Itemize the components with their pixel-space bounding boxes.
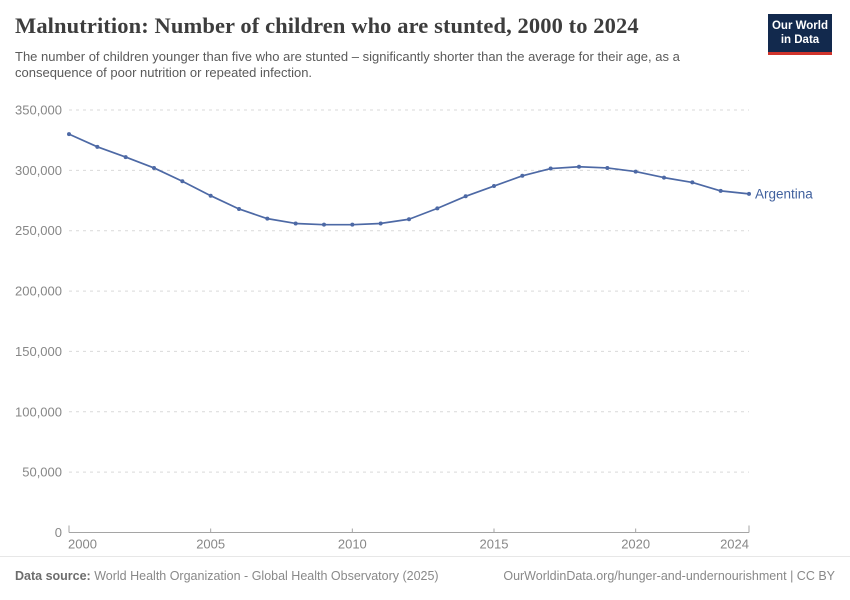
chart-subtitle: The number of children younger than five…: [15, 49, 680, 80]
data-point: [548, 166, 553, 171]
footer-divider: [0, 556, 850, 557]
data-point: [690, 180, 695, 185]
data-point: [180, 179, 185, 184]
data-point: [407, 217, 411, 222]
x-tick-label: 2005: [196, 537, 225, 552]
y-tick-label: 50,000: [22, 465, 62, 480]
data-point: [123, 155, 128, 160]
data-point: [378, 221, 383, 226]
data-point: [322, 222, 326, 227]
data-point: [350, 222, 355, 227]
data-point: [463, 194, 468, 199]
data-point: [718, 188, 723, 193]
data-point: [520, 173, 525, 178]
attribution-link[interactable]: OurWorldinData.org/hunger-and-undernouri…: [503, 569, 835, 583]
data-point: [237, 206, 241, 211]
data-point: [265, 216, 270, 221]
y-tick-label: 250,000: [15, 223, 62, 238]
x-tick-label: 2015: [480, 537, 509, 552]
y-tick-label: 200,000: [15, 284, 62, 299]
data-point: [633, 169, 638, 174]
y-tick-label: 100,000: [15, 404, 62, 419]
data-point: [662, 175, 666, 180]
x-tick-label: 2020: [621, 537, 650, 552]
data-point: [208, 193, 213, 198]
owid-logo-line2: in Data: [780, 34, 820, 47]
line-chart-canvas[interactable]: 0 50,000 100,000 150,000 200,000 250,000 300,0…: [0, 95, 850, 560]
data-point: [95, 144, 100, 149]
data-point: [577, 164, 581, 169]
x-tick-label: 2024: [720, 537, 749, 552]
y-tick-label: 300,000: [15, 163, 62, 178]
data-point: [293, 221, 298, 226]
x-tick-label: 2000: [68, 537, 97, 552]
owid-logo[interactable]: Our World in Data: [768, 14, 832, 55]
chart-footer: Data source: World Health Organization -…: [15, 569, 835, 583]
data-point: [492, 184, 496, 189]
chart-title: Malnutrition: Number of children who are…: [15, 13, 639, 38]
entity-label: Argentina: [755, 186, 813, 201]
data-source-label: Data source:: [15, 569, 91, 583]
data-source-value: World Health Organization - Global Healt…: [94, 569, 439, 583]
x-tick-label: 2010: [338, 537, 367, 552]
data-point: [435, 206, 440, 211]
data-point: [67, 132, 71, 137]
data-source: Data source: World Health Organization -…: [15, 569, 439, 583]
y-tick-label: 150,000: [15, 344, 62, 359]
owid-logo-line1: Our World: [771, 20, 828, 32]
y-tick-label: 0: [55, 525, 62, 540]
data-line: [68, 133, 750, 226]
data-point: [605, 165, 610, 170]
y-tick-label: 350,000: [15, 103, 62, 118]
data-point: [747, 191, 751, 196]
data-point: [152, 165, 156, 170]
